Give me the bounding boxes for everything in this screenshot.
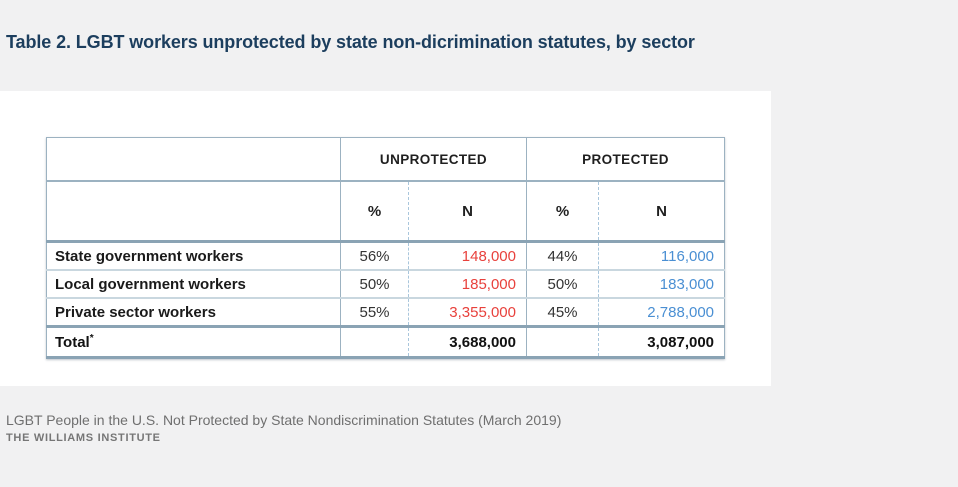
empty-header-cell [46,137,341,182]
protected-pct-header: % [526,181,599,243]
protected-n-value: 116,000 [597,241,725,271]
unprotected-pct-value: 56% [340,241,409,271]
protected-pct-value: 50% [526,270,599,299]
unprotected-n-value: 3,355,000 [408,298,527,328]
unprotected-pct-value: 55% [340,298,409,328]
total-unprotected-n-value: 3,688,000 [408,326,527,358]
protected-n-value: 2,788,000 [597,298,725,328]
row-label: Private sector workers [46,298,341,328]
unprotected-pct-header: % [340,181,409,243]
table-row-local-government: Local government workers 50% 185,000 50%… [46,270,725,299]
row-label: Local government workers [46,270,341,299]
protected-group-header: PROTECTED [525,137,725,182]
footer-source-text: LGBT People in the U.S. Not Protected by… [6,412,562,428]
footer-org-text: THE WILLIAMS INSTITUTE [6,432,161,444]
row-label: State government workers [46,241,341,271]
total-label: Total* [55,333,94,351]
page-title: Table 2. LGBT workers unprotected by sta… [6,32,695,52]
unprotected-pct-value: 50% [340,270,409,299]
table-row-private-sector: Private sector workers 55% 3,355,000 45%… [46,298,725,328]
protected-pct-value: 44% [526,241,599,271]
unprotected-n-value: 185,000 [408,270,527,299]
protected-pct-value: 45% [526,298,599,328]
total-unprotected-pct-empty [340,326,409,358]
unprotected-group-header: UNPROTECTED [340,137,527,182]
group-header-row: UNPROTECTED PROTECTED [46,137,725,182]
table-row-total: Total* 3,688,000 3,087,000 [47,326,725,358]
unprotected-n-header: N [408,181,527,243]
total-asterisk: * [89,333,94,344]
table-panel: UNPROTECTED PROTECTED % N % N State gove… [0,91,771,386]
lgbt-workers-table: UNPROTECTED PROTECTED % N % N State gove… [46,137,726,359]
empty-header-cell [46,181,341,243]
protected-n-value: 183,000 [597,270,725,299]
total-protected-pct-empty [526,326,599,358]
protected-n-header: N [597,181,725,243]
sub-header-row: % N % N [46,181,725,243]
table-row-state-government: State government workers 56% 148,000 44%… [46,241,725,271]
total-protected-n-value: 3,087,000 [597,326,725,358]
unprotected-n-value: 148,000 [408,241,527,271]
